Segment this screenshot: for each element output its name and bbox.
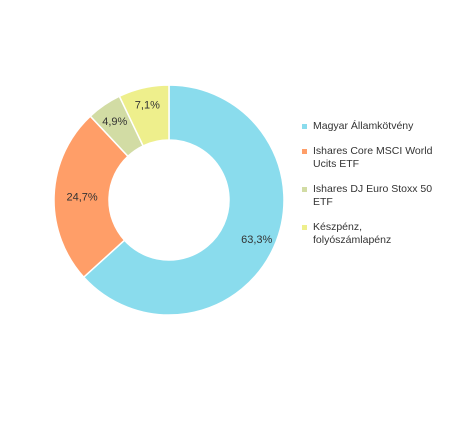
donut-slice [53,115,129,279]
legend-swatch [302,187,307,192]
slice-data-label: 24,7% [66,191,97,203]
chart-legend: Magyar Államkötvény Ishares Core MSCI Wor… [302,120,442,259]
donut-slice [118,84,170,147]
legend-item: Készpénz, folyószámlapénz [302,221,442,247]
legend-item: Ishares Core MSCI World Ucits ETF [302,145,442,171]
legend-label: Készpénz, folyószámlapénz [313,221,392,246]
legend-item: Magyar Államkötvény [302,120,442,133]
legend-label: Ishares Core MSCI World Ucits ETF [313,145,433,170]
slice-data-label: 7,1% [135,99,160,111]
slice-data-label: 4,9% [102,116,127,128]
legend-item: Ishares DJ Euro Stoxx 50 ETF [302,183,442,209]
legend-swatch [302,225,307,230]
legend-swatch [302,124,307,129]
legend-label: Magyar Államkötvény [313,120,414,132]
legend-swatch [302,149,307,154]
donut-slice [82,84,285,316]
slice-data-label: 63,3% [241,234,272,246]
legend-label: Ishares DJ Euro Stoxx 50 ETF [313,183,433,208]
